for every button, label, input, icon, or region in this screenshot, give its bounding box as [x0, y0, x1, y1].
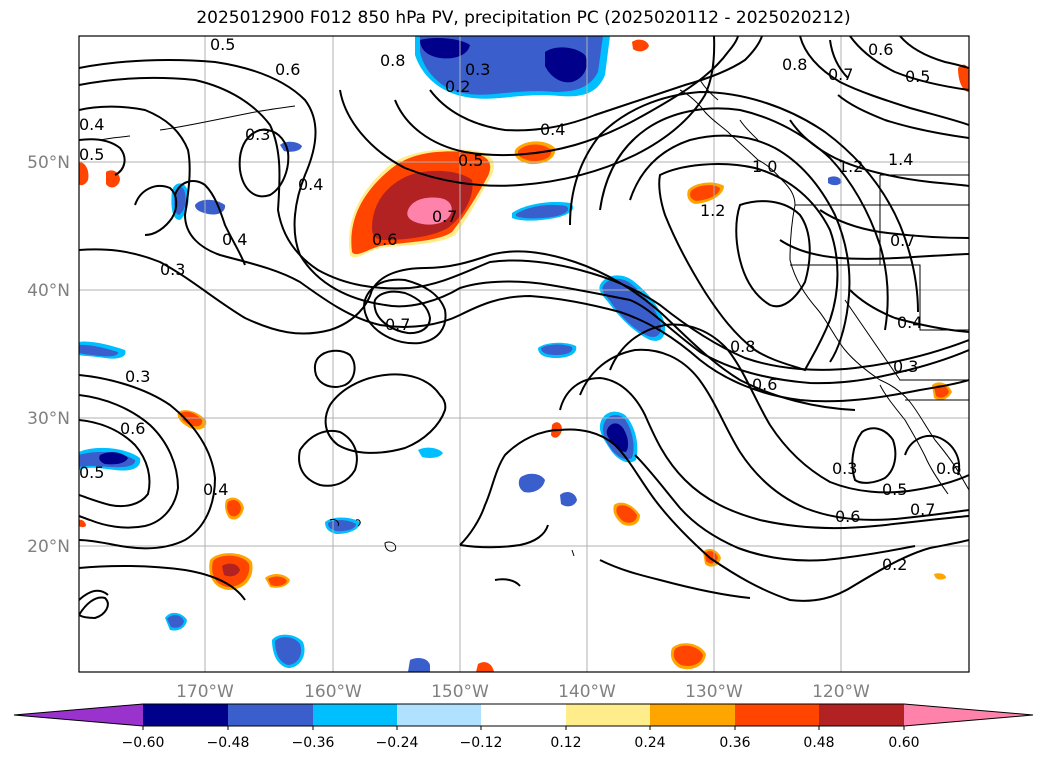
contour-label: 1.0 [752, 157, 777, 176]
lon-label: 140°W [558, 682, 616, 702]
graticule [79, 36, 969, 672]
contour-label: 0.8 [380, 51, 405, 70]
contour-label: 0.4 [897, 313, 922, 332]
contour-label: 1.4 [888, 150, 913, 169]
contour-label: 1.2 [838, 157, 863, 176]
contour-label: 0.5 [79, 463, 104, 482]
contour-label: 0.7 [910, 500, 935, 519]
contour-labels: 0.5 0.6 0.8 0.3 0.2 0.6 0.5 0.8 0.7 0.4 … [79, 35, 961, 574]
lat-label: 30°N [27, 409, 70, 429]
colorbar-tick-label: −0.36 [292, 735, 335, 751]
colorbar-tick-label: −0.60 [122, 735, 165, 751]
contour-label: 0.7 [890, 231, 915, 250]
lon-label: 150°W [431, 682, 489, 702]
colorbar-extend-low [14, 704, 143, 726]
contour-label: 0.2 [882, 555, 907, 574]
lon-label: 160°W [304, 682, 362, 702]
contour-label: 0.7 [828, 65, 853, 84]
colorbar-extend-high [904, 704, 1033, 726]
coastlines [99, 79, 969, 557]
colorbar-tick-label: 0.36 [719, 735, 750, 751]
colorbar-tick-label: −0.12 [460, 735, 503, 751]
contour-label: 0.4 [222, 230, 247, 249]
lat-label: 50°N [27, 153, 70, 173]
contour-label: 0.6 [372, 230, 397, 249]
contour-label: 0.4 [203, 480, 228, 499]
contour-label: 0.7 [432, 207, 457, 226]
colorbar-segment [819, 704, 904, 726]
contour-label: 0.6 [275, 60, 300, 79]
contour-label: 0.4 [540, 120, 565, 139]
lon-label: 170°W [176, 682, 234, 702]
longitude-labels: 170°W 160°W 150°W 140°W 130°W 120°W [176, 682, 870, 702]
colorbar-segment [228, 704, 313, 726]
contour-label: 0.8 [730, 337, 755, 356]
colorbar-segment [650, 704, 735, 726]
colorbar-segment [397, 704, 481, 726]
colorbar-tick-label: −0.24 [376, 735, 419, 751]
contour-label: 0.3 [125, 367, 150, 386]
colorbar-segment [313, 704, 397, 726]
contour-label: 0.6 [835, 507, 860, 526]
lat-label: 20°N [27, 537, 70, 557]
contour-label: 0.6 [868, 40, 893, 59]
contour-label: 0.3 [160, 260, 185, 279]
colorbar-segment [481, 704, 566, 726]
contour-label: 0.5 [905, 67, 930, 86]
contour-label: 0.3 [832, 459, 857, 478]
contour-label: 0.3 [465, 60, 490, 79]
pv-contours [79, 36, 969, 620]
colorbar: −0.60 −0.48 −0.36 −0.24 −0.12 0.12 0.24 … [13, 703, 1034, 751]
colorbar-tick-label: 0.48 [803, 735, 834, 751]
precip-shading [79, 36, 969, 672]
contour-label: 0.5 [210, 35, 235, 54]
colorbar-segment [566, 704, 650, 726]
contour-label: 0.4 [298, 175, 323, 194]
lon-label: 120°W [812, 682, 870, 702]
contour-label: 0.6 [120, 419, 145, 438]
contour-label: 0.8 [782, 55, 807, 74]
contour-label: 0.6 [752, 375, 777, 394]
contour-label: 0.3 [893, 357, 918, 376]
contour-label: 0.5 [458, 151, 483, 170]
colorbar-tick-label: 0.12 [550, 735, 581, 751]
contour-label: 1.2 [700, 201, 725, 220]
contour-label: 0.4 [79, 115, 104, 134]
colorbar-segment [735, 704, 819, 726]
colorbar-segment [143, 704, 228, 726]
contour-label: 0.5 [882, 480, 907, 499]
contour-label: 0.5 [79, 145, 104, 164]
map-title: 2025012900 F012 850 hPa PV, precipitatio… [196, 8, 851, 28]
colorbar-tick-label: −0.48 [207, 735, 250, 751]
colorbar-tick-label: 0.60 [888, 735, 919, 751]
latitude-labels: 50°N 40°N 30°N 20°N [27, 153, 70, 557]
plot-frame [78, 35, 970, 673]
contour-label: 0.6 [936, 459, 961, 478]
lon-label: 130°W [685, 682, 743, 702]
contour-label: 0.3 [245, 125, 270, 144]
map-plot-area: 0.5 0.6 0.8 0.3 0.2 0.6 0.5 0.8 0.7 0.4 … [79, 35, 969, 672]
lat-label: 40°N [27, 281, 70, 301]
contour-label: 0.2 [445, 77, 470, 96]
colorbar-tick-label: 0.24 [634, 735, 665, 751]
contour-label: 0.7 [385, 315, 410, 334]
